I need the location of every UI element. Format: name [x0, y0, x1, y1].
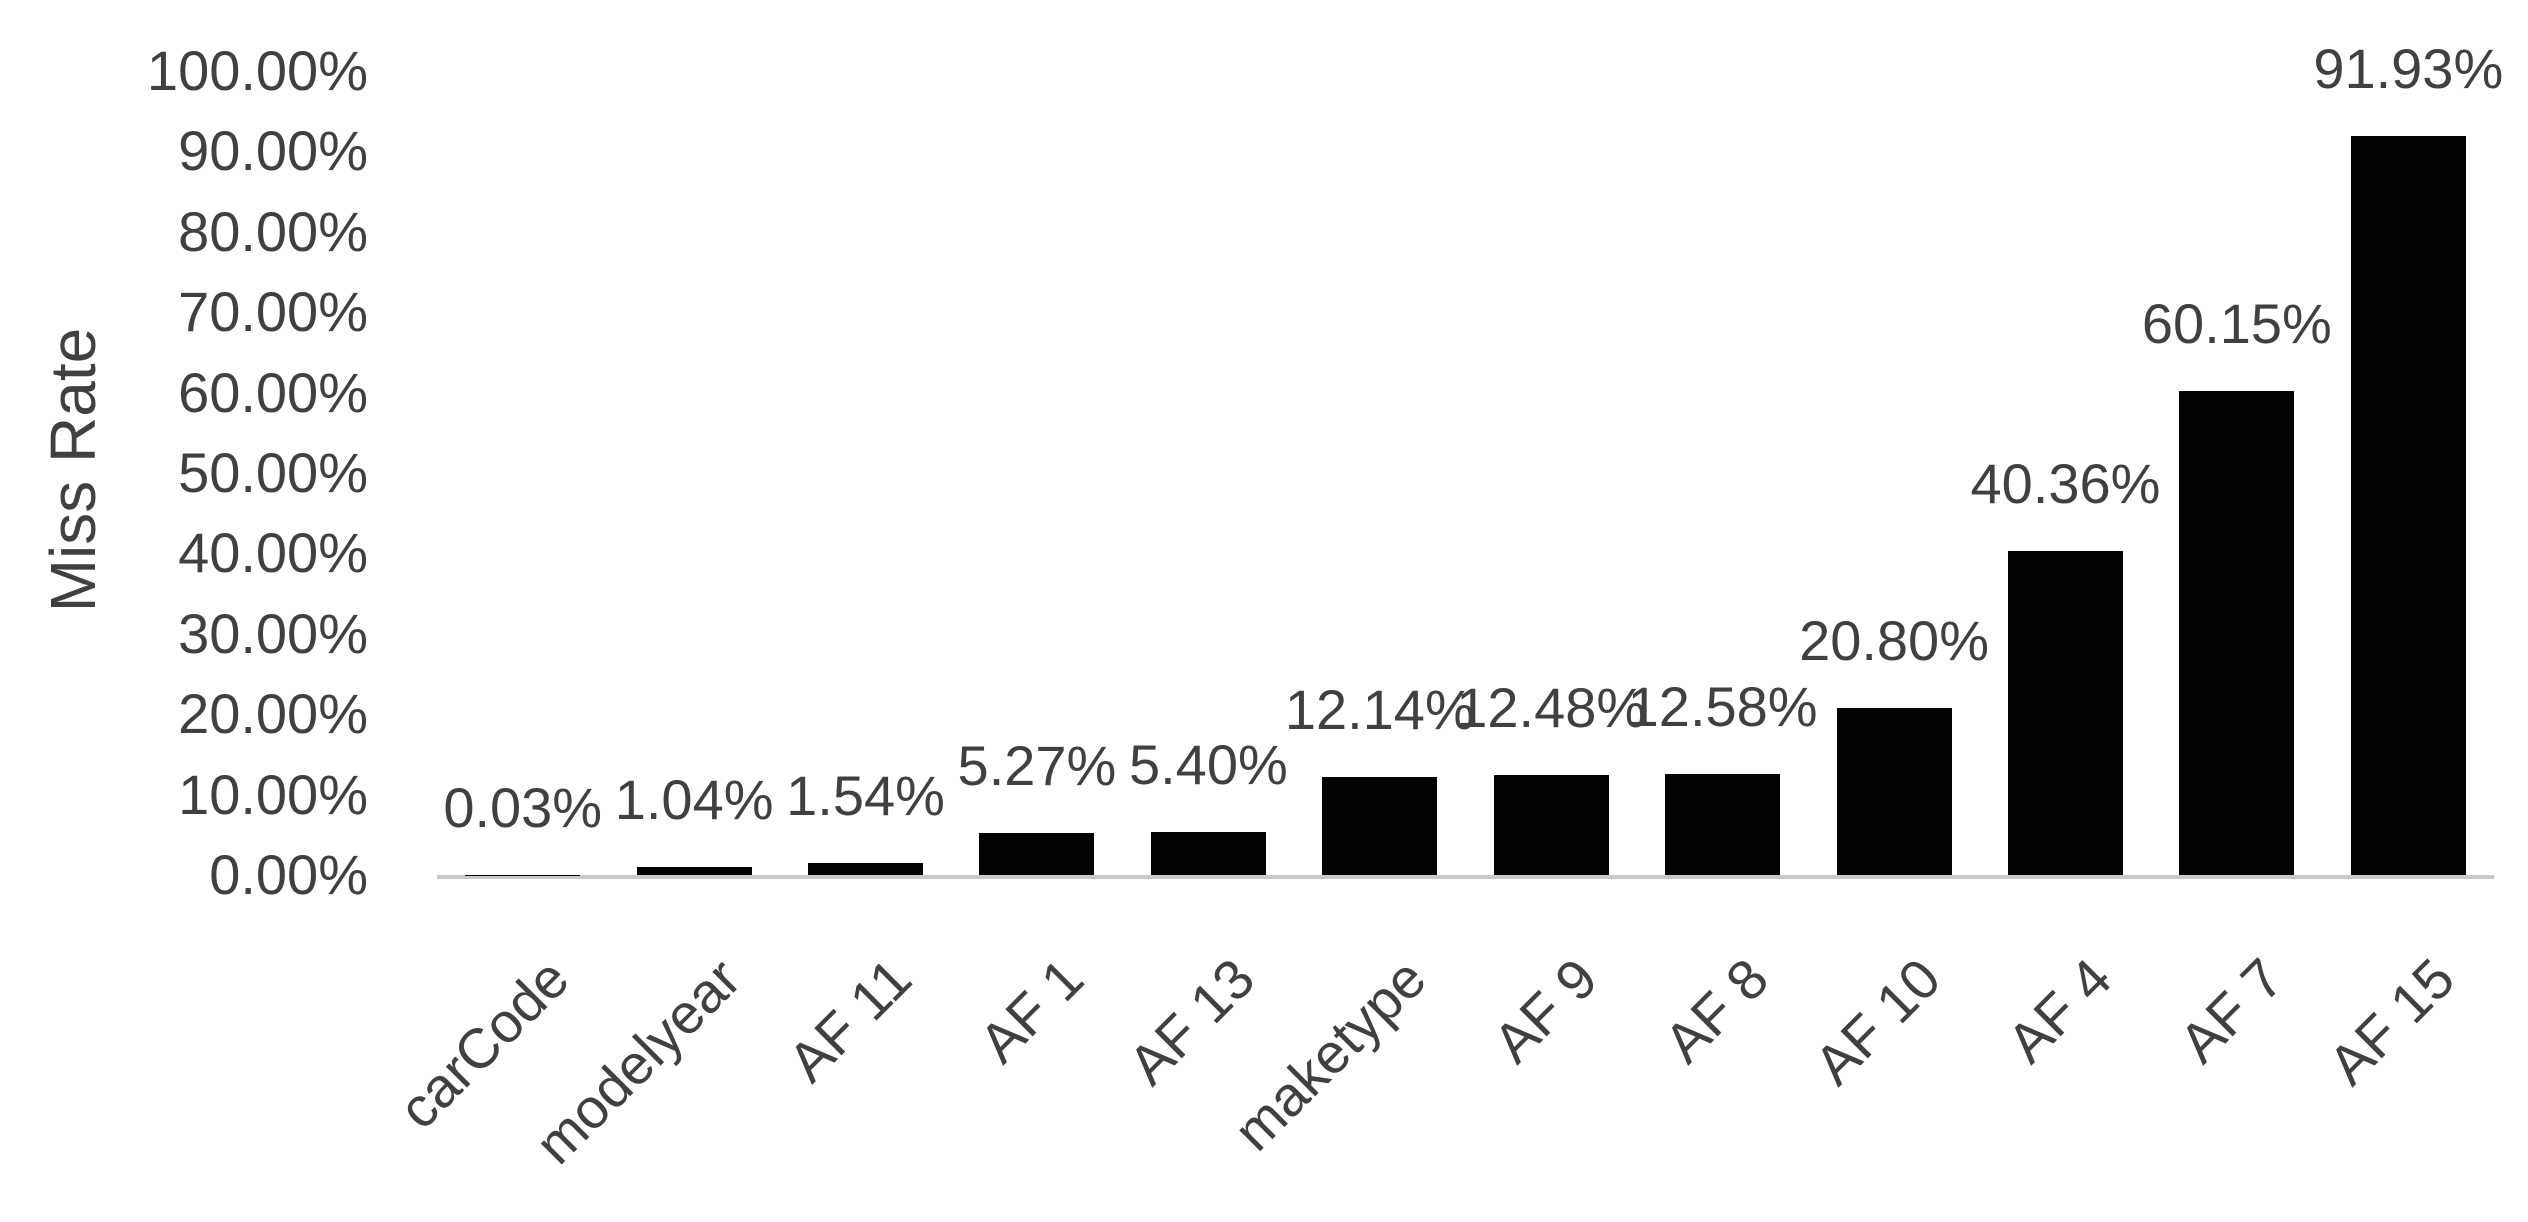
bar-value-label: 20.80%	[1799, 608, 1989, 672]
bar-value-label: 12.48%	[1456, 675, 1647, 739]
y-tick-label: 20.00%	[178, 682, 368, 746]
y-tick-label: 40.00%	[178, 521, 368, 585]
bar-maketype	[1322, 777, 1438, 875]
bar-value-label: 5.40%	[1128, 732, 1288, 796]
y-tick-label: 60.00%	[178, 360, 368, 424]
y-tick-label: 100.00%	[146, 39, 368, 102]
y-tick-label: 80.00%	[178, 199, 368, 263]
x-category-label: AF 7	[2166, 946, 2295, 1075]
bar-value-label: 1.54%	[786, 763, 945, 827]
bar-af-4	[2007, 550, 2123, 875]
bar-af-9	[1493, 774, 1609, 875]
bar-value-label: 40.36%	[1970, 451, 2161, 515]
x-category-label: AF 15	[2315, 946, 2467, 1097]
bar-value-label: 12.14%	[1284, 678, 1475, 742]
x-category-label: AF 1	[966, 946, 1095, 1075]
bar-value-label: 60.15%	[2141, 292, 2332, 356]
y-tick-label: 70.00%	[178, 280, 368, 344]
bar-af-13	[1150, 831, 1266, 875]
y-tick-label: 10.00%	[178, 762, 368, 826]
bar-af-11	[808, 862, 924, 875]
bar-value-label: 1.04%	[614, 767, 774, 831]
bar-modelyear	[636, 866, 752, 875]
y-tick-label: 0.00%	[209, 843, 368, 906]
bar-value-label: 0.03%	[443, 775, 603, 839]
bar-value-label: 12.58%	[1627, 674, 1818, 738]
plot-area: 0.03% 1.04% 1.54% 5.27% 5.40% 12.14% 12.48% 12.…	[437, 37, 2503, 879]
y-tick-label: 50.00%	[178, 441, 368, 504]
y-tick-label: 90.00%	[178, 119, 368, 183]
y-tick-label: 30.00%	[178, 601, 368, 665]
bar-af-1	[979, 832, 1095, 875]
x-category-label: AF 8	[1652, 946, 1781, 1075]
bar-af-7	[2179, 391, 2295, 875]
x-category-label: AF 9	[1480, 946, 1610, 1075]
bar-af-15	[2350, 135, 2466, 875]
bar-af-8	[1665, 773, 1781, 875]
bar-value-label: 91.93%	[2313, 36, 2504, 100]
bar-af-10	[1836, 707, 1952, 875]
x-category-label: AF 4	[1995, 946, 2124, 1075]
x-category-label: AF 10	[1801, 946, 1952, 1097]
x-category-label: AF 11	[776, 946, 924, 1094]
x-category-label: AF 13	[1116, 946, 1267, 1097]
bar-value-label: 5.27%	[957, 733, 1117, 797]
